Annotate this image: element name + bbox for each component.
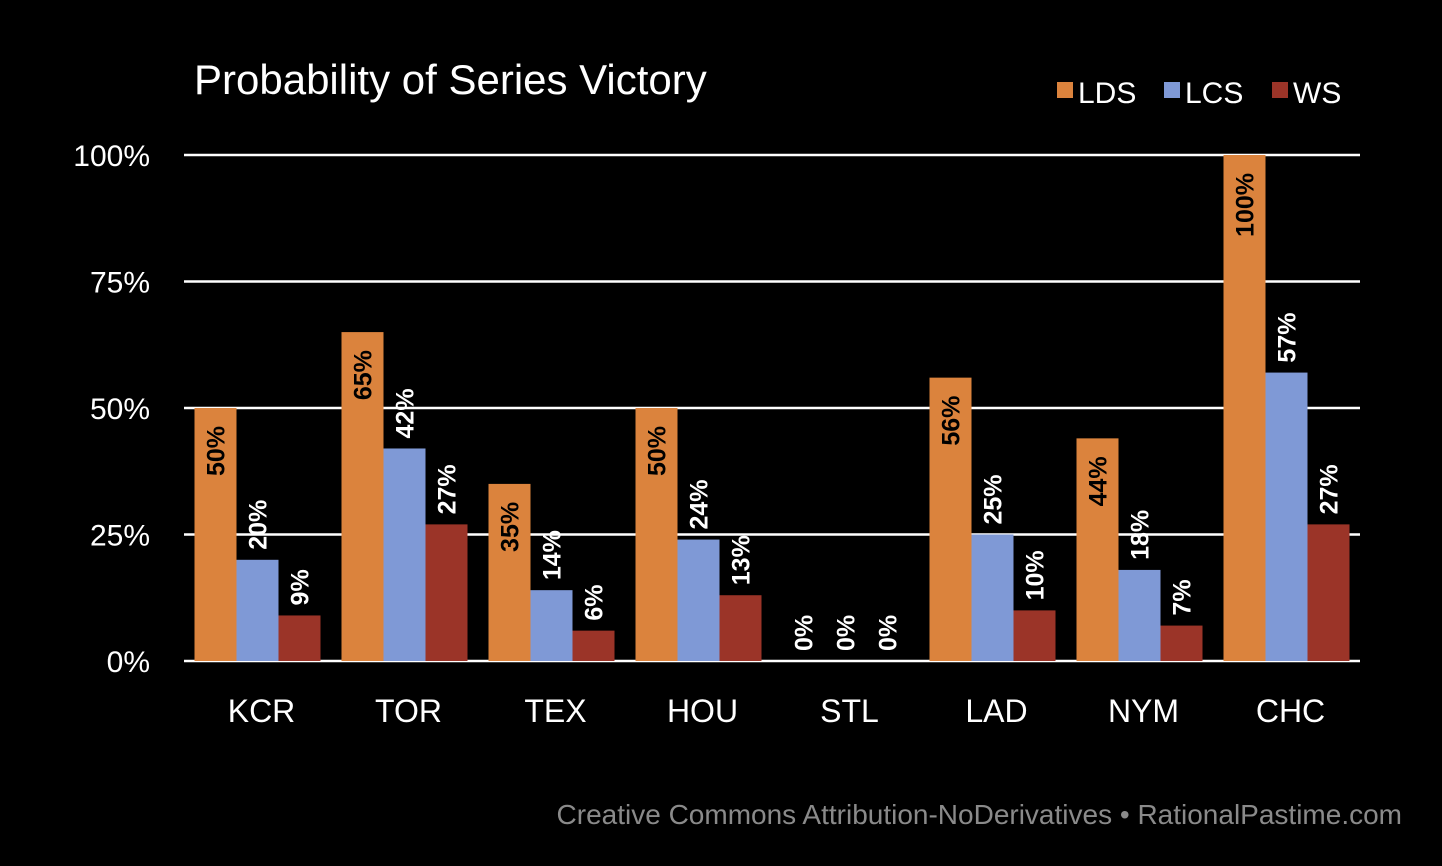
legend: LDS LCS WS	[1057, 77, 1341, 110]
bar-lds	[1076, 438, 1119, 661]
x-tick-label: STL	[820, 693, 879, 729]
data-label: 50%	[203, 426, 231, 476]
data-label: 20%	[245, 500, 273, 550]
bar-lds	[929, 377, 972, 661]
bar-lcs	[236, 559, 279, 661]
legend-swatch-ws	[1272, 82, 1288, 98]
bar-lcs	[971, 534, 1014, 661]
footer-credit: Creative Commons Attribution-NoDerivativ…	[557, 799, 1402, 830]
data-label: 44%	[1085, 456, 1113, 506]
data-label: 27%	[1316, 464, 1344, 514]
x-tick-label: KCR	[228, 693, 296, 729]
bar-lcs	[1265, 372, 1308, 661]
bar-lds	[1223, 155, 1266, 661]
bar-lds	[635, 408, 678, 661]
x-axis: KCR TOR TEX HOU STL LAD NYM CHC	[228, 693, 1325, 729]
y-tick-label: 75%	[90, 267, 150, 300]
data-label: 6%	[581, 584, 609, 620]
data-label: 14%	[539, 530, 567, 580]
data-label: 13%	[728, 535, 756, 585]
y-tick-label: 50%	[90, 393, 150, 426]
bar-lds	[194, 408, 237, 661]
bar-lcs	[1118, 569, 1161, 661]
data-label: 35%	[497, 502, 525, 552]
x-tick-label: NYM	[1108, 693, 1179, 729]
bar-ws	[572, 630, 615, 661]
chart-title: Probability of Series Victory	[194, 56, 707, 103]
bar-ws	[278, 615, 321, 661]
data-label: 0%	[875, 615, 903, 651]
y-axis: 0% 25% 50% 75% 100%	[73, 140, 150, 679]
data-label: 0%	[833, 615, 861, 651]
data-label: 25%	[980, 474, 1008, 524]
x-tick-label: TOR	[375, 693, 442, 729]
legend-label-lcs: LCS	[1185, 77, 1243, 110]
data-label: 18%	[1127, 510, 1155, 560]
x-tick-label: HOU	[667, 693, 738, 729]
bars	[194, 155, 1350, 661]
bar-ws	[719, 595, 762, 661]
y-tick-label: 0%	[107, 646, 150, 679]
data-label: 100%	[1232, 173, 1260, 237]
bar-lcs	[530, 590, 573, 661]
data-label: 27%	[434, 464, 462, 514]
bar-ws	[1160, 625, 1203, 661]
legend-swatch-lcs	[1164, 82, 1180, 98]
x-tick-label: LAD	[965, 693, 1027, 729]
legend-label-lds: LDS	[1078, 77, 1136, 110]
x-tick-label: CHC	[1256, 693, 1325, 729]
data-label: 9%	[287, 569, 315, 605]
data-label: 57%	[1274, 313, 1302, 363]
bar-ws	[425, 524, 468, 661]
data-labels: 50% 20% 9% 65% 42% 27% 35% 14% 6% 50% 24% 13% 0% 0% 0%…	[203, 173, 1344, 651]
data-label: 56%	[938, 396, 966, 446]
data-label: 42%	[392, 388, 420, 438]
bar-lcs	[383, 448, 426, 661]
legend-label-ws: WS	[1293, 77, 1341, 110]
bar-lds	[341, 332, 384, 661]
bar-ws	[1013, 610, 1056, 661]
data-label: 7%	[1169, 579, 1197, 615]
legend-swatch-lds	[1057, 82, 1073, 98]
bar-lds	[488, 483, 531, 661]
bar-lcs	[677, 539, 720, 661]
data-label: 0%	[791, 615, 819, 651]
data-label: 65%	[350, 350, 378, 400]
bar-ws	[1307, 524, 1350, 661]
y-tick-label: 100%	[73, 140, 150, 173]
data-label: 10%	[1022, 550, 1050, 600]
y-tick-label: 25%	[90, 520, 150, 553]
data-label: 50%	[644, 426, 672, 476]
data-label: 24%	[686, 480, 714, 530]
x-tick-label: TEX	[524, 693, 586, 729]
